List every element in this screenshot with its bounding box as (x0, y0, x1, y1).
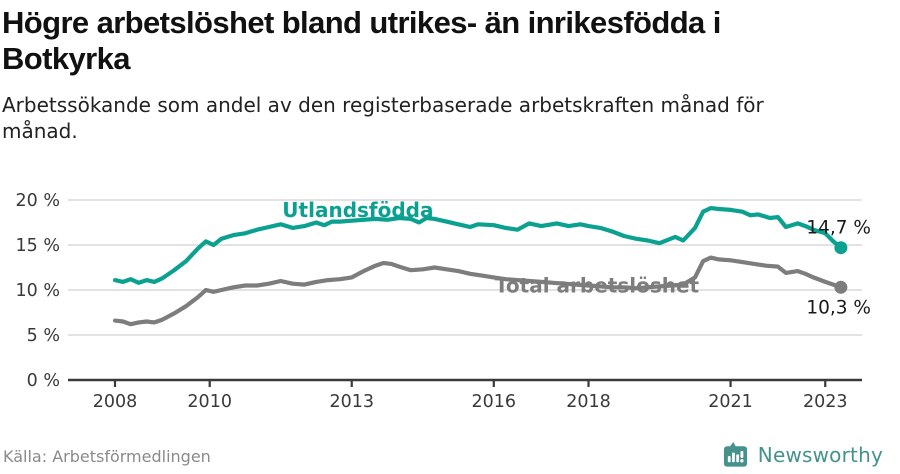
y-tick-label-5: 5 % (27, 326, 60, 346)
series-label-total-arbetsl-shet: Total arbetslöshet (495, 273, 700, 297)
end-dot-total-arbetsl-shet (834, 280, 848, 294)
x-tick-label-2023: 2023 (803, 392, 848, 412)
y-tick-label-0: 0 % (27, 371, 60, 391)
unemployment-line-chart: 0 %5 %10 %15 %20 % 2008 2010 2013 2016 2018 2… (16, 191, 871, 412)
y-tick-label-10: 10 % (16, 281, 60, 301)
page-subtitle: Arbetssökande som andel av den registerb… (2, 93, 764, 144)
newsworthy-logo: Newsworthy (721, 441, 883, 469)
end-dot-utlandsf-dda (834, 241, 848, 255)
data-series (112, 206, 848, 327)
brand-name: Newsworthy (757, 443, 883, 467)
source-note: Källa: Arbetsförmedlingen (3, 447, 211, 466)
end-value-labels: 14,7 % 10,3 % (806, 218, 871, 319)
series-label-utlandsf-dda: Utlandsfödda (282, 198, 433, 222)
y-axis-tick-labels: 0 % 5 % 10 % 15 % 20 % (16, 191, 60, 391)
x-axis-tick-labels: 2008 2010 2013 2016 2018 2021 2023 (93, 392, 848, 412)
x-tick-label-2018: 2018 (566, 392, 611, 412)
x-tick-label-2008: 2008 (93, 392, 138, 412)
y-tick-label-15: 15 % (16, 236, 60, 256)
x-tick-label-2021: 2021 (708, 392, 753, 412)
x-tick-label-2013: 2013 (329, 392, 374, 412)
line-utlandsf-dda (112, 206, 844, 285)
gridlines (68, 199, 862, 336)
x-tick-label-2016: 2016 (472, 392, 517, 412)
y-tick-label-20: 20 % (16, 191, 60, 211)
x-tick-label-2010: 2010 (187, 392, 232, 412)
speech-bubble-bar-chart-icon (723, 441, 747, 467)
series-inline-labels: Utlandsfödda Total arbetslöshet (282, 198, 699, 297)
x-axis (68, 378, 862, 387)
end-value-label-total-arbetsl-shet: 10,3 % (806, 297, 871, 318)
end-value-label-utlandsf-dda: 14,7 % (806, 218, 871, 239)
page-title: Högre arbetslöshet bland utrikes- än inr… (2, 5, 721, 77)
line-total-arbetsl-shet (112, 255, 844, 327)
